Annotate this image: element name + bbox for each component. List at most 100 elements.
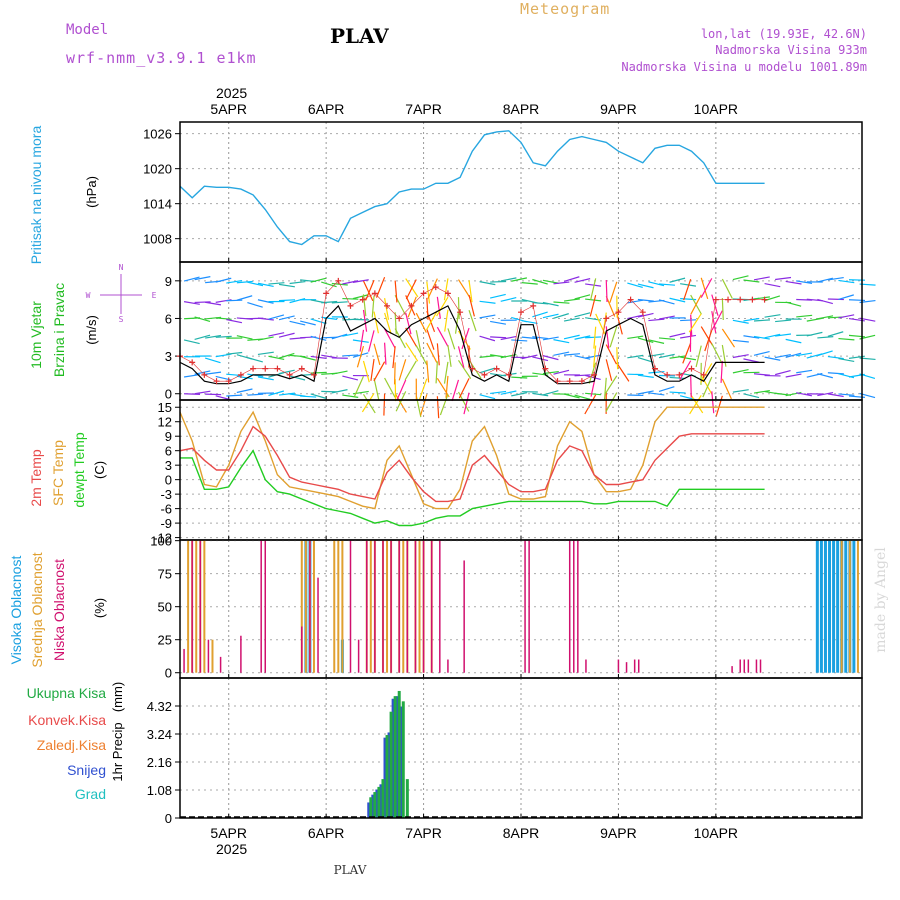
- top-date-label: 10APR: [694, 101, 738, 117]
- wind-barb: [257, 351, 274, 356]
- chart-panels: 10081014102010260369-12-9-6-303691215025…: [143, 121, 876, 826]
- wind-barb: [775, 276, 792, 281]
- wind-barb: [331, 370, 348, 375]
- wind-barb: [553, 369, 570, 375]
- wind-barb: [362, 294, 367, 317]
- precip_total-bar: [381, 779, 385, 818]
- compass-w: W: [86, 291, 91, 300]
- bottom-date-label: 9APR: [600, 825, 637, 841]
- pressure-ytick-label-2: 1020: [143, 162, 172, 177]
- low_cloud-bar: [349, 540, 352, 673]
- precip-unit: (mm): [110, 682, 125, 712]
- wind-barb: [215, 317, 232, 320]
- wind-barb: [426, 342, 438, 363]
- low_cloud-bars: [183, 540, 762, 673]
- wind-barb: [257, 336, 274, 341]
- elevation-label: Nadmorska Visina 933m: [715, 43, 867, 57]
- wind-barb: [183, 373, 200, 378]
- wind-barb: [732, 368, 749, 374]
- wind-barb: [247, 302, 263, 308]
- wind-barb: [680, 334, 697, 339]
- legend-total-rain: Ukupna Kisa: [27, 685, 107, 701]
- header: Model wrf-nmm_v3.9.1 e1km PLAV Meteogram…: [66, 0, 867, 101]
- wind-barb: [796, 392, 813, 397]
- wind-barb: [532, 356, 549, 362]
- low_cloud-bar: [240, 635, 242, 673]
- wind-barb: [511, 277, 528, 282]
- wind-barb: [785, 373, 802, 378]
- wind-barb: [352, 318, 369, 321]
- wind-barb: [732, 319, 749, 324]
- wind-barb: [444, 309, 449, 332]
- wind-barb: [447, 328, 456, 350]
- low_cloud-bar: [390, 540, 392, 673]
- wind-barb: [268, 390, 285, 396]
- mid_cloud-bar: [211, 639, 214, 673]
- wind-barb: [418, 378, 428, 400]
- temperature-ytick-label-3: -3: [160, 487, 172, 502]
- wind-barb: [603, 377, 607, 400]
- low_cloud-bar: [747, 659, 750, 673]
- wind-barb: [764, 314, 781, 318]
- wind-barb: [605, 326, 610, 349]
- wind-barb: [205, 301, 222, 306]
- low_cloud-bar: [759, 659, 762, 673]
- wind-barb: [743, 317, 760, 322]
- compass-n: N: [119, 263, 124, 272]
- wind-barb: [627, 314, 644, 320]
- wind-speed-line: [179, 304, 765, 385]
- wind-barb: [563, 317, 580, 322]
- low_cloud-bar: [183, 648, 185, 673]
- wind-barb: [563, 353, 581, 356]
- wind-barb: [447, 344, 452, 367]
- model-elevation-label: Nadmorska Visina u modelu 1001.89m: [621, 60, 867, 74]
- low_cloud-bar: [365, 540, 368, 673]
- wind-barb: [689, 394, 702, 415]
- wind-barb: [183, 301, 200, 305]
- wind-barb: [553, 339, 570, 344]
- wind-barb: [384, 328, 396, 349]
- wind-barb: [278, 315, 295, 321]
- wind-barb: [310, 318, 327, 325]
- low_cloud-bar: [731, 666, 733, 673]
- wind-barb: [542, 355, 559, 361]
- bottom-date-label: 5APR: [210, 825, 247, 841]
- mid_cloud-bar: [312, 540, 315, 673]
- wind-barb: [439, 394, 449, 416]
- high_cloud-bar: [852, 540, 856, 673]
- snow-bar: [371, 794, 375, 818]
- wind-barb: [711, 310, 723, 331]
- low_cloud-bar: [568, 540, 571, 673]
- wind-barb: [695, 345, 702, 368]
- precip_total-bar: [405, 779, 409, 818]
- wind-barb: [405, 312, 412, 335]
- cloud-unit: (%): [92, 598, 107, 618]
- wind-barb: [721, 278, 733, 299]
- wind-barb: [827, 393, 844, 398]
- wind-barb: [574, 374, 591, 377]
- wind-barb: [321, 316, 338, 320]
- clouds-ytick-label-0: 0: [165, 666, 172, 681]
- legend-hail: Grad: [75, 786, 106, 802]
- wind-barb: [457, 279, 471, 299]
- wind-barb: [521, 320, 538, 325]
- wind-barb: [563, 298, 580, 302]
- wind-barb: [321, 281, 337, 288]
- wind-barb: [753, 335, 770, 340]
- pressure-ytick-label-3: 1026: [143, 127, 172, 142]
- wind-barb: [257, 317, 274, 321]
- wind-barb: [490, 280, 507, 283]
- low_cloud-bar: [633, 659, 636, 673]
- low_cloud-bar: [374, 540, 376, 673]
- wind-barb: [648, 318, 665, 322]
- temperature-ytick-label-9: 15: [158, 400, 172, 415]
- wind-barb: [721, 344, 727, 367]
- high_cloud-bar: [815, 540, 819, 673]
- wind-barb: [342, 297, 359, 300]
- wind-barb: [688, 313, 702, 333]
- wind-barb: [817, 298, 833, 305]
- dewpt-line: [180, 449, 765, 527]
- mid-cloud-ylabel: Srednja Oblacnost: [29, 552, 45, 667]
- wind-barb: [278, 283, 295, 288]
- bottom-date-label: 8APR: [503, 825, 540, 841]
